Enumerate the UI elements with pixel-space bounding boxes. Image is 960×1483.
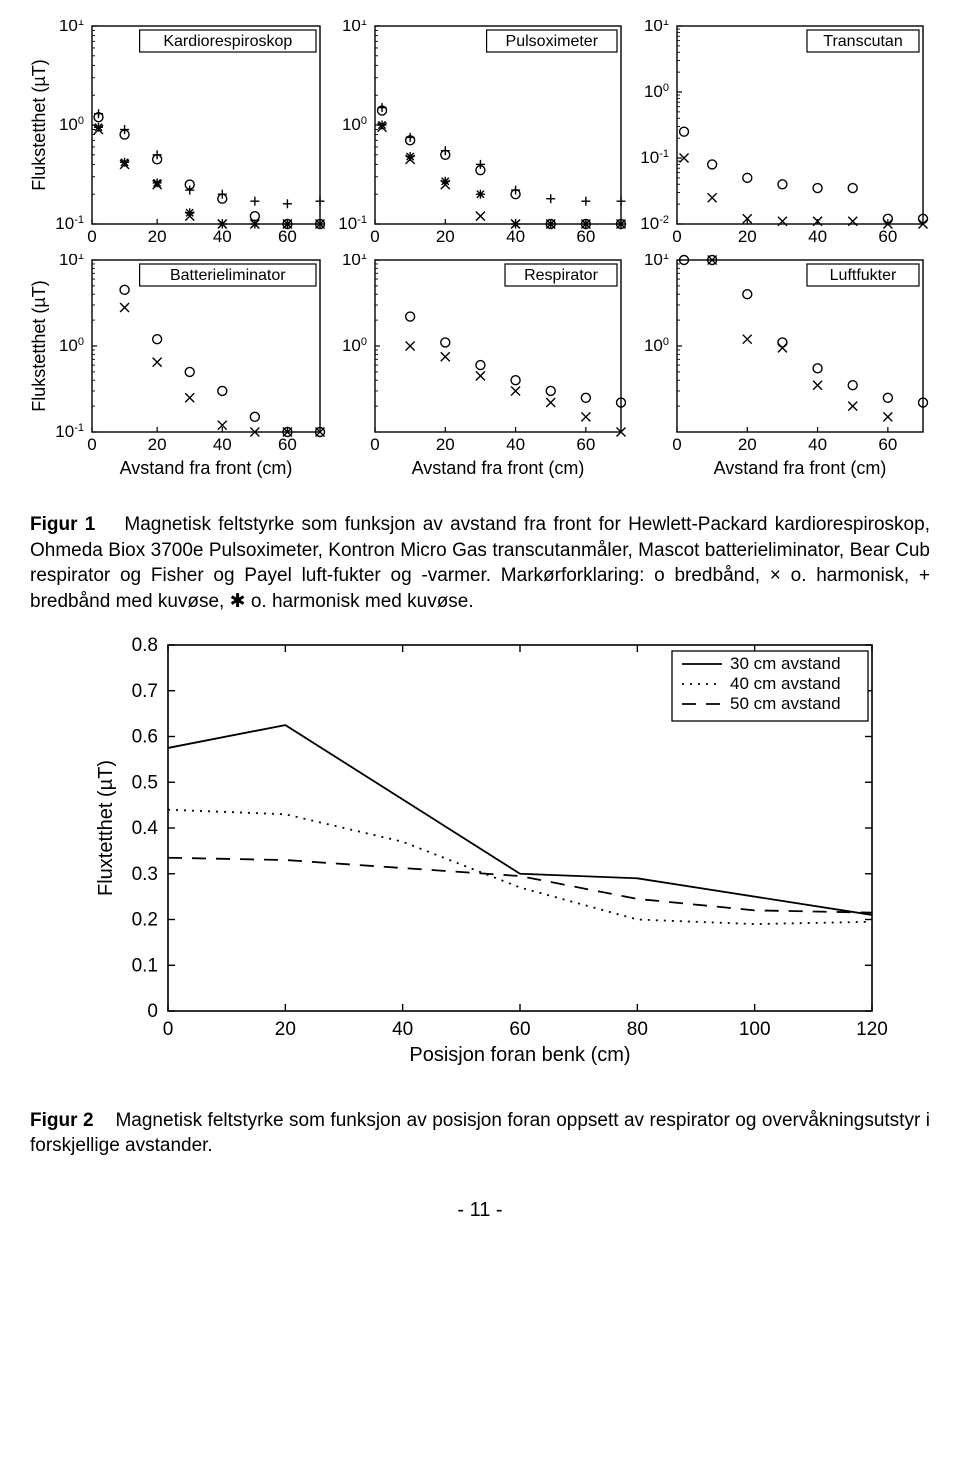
- svg-text:101: 101: [59, 20, 84, 35]
- svg-text:Luftfukter: Luftfukter: [829, 267, 896, 284]
- svg-text:Batterieliminator: Batterieliminator: [170, 267, 286, 284]
- svg-text:10-1: 10-1: [55, 214, 84, 233]
- page-number: - 11 -: [30, 1199, 930, 1222]
- svg-text:0.5: 0.5: [132, 772, 158, 793]
- svg-text:20: 20: [436, 435, 455, 454]
- svg-text:100: 100: [644, 82, 669, 101]
- svg-text:Avstand fra front (cm): Avstand fra front (cm): [713, 458, 886, 478]
- figure2-label: Figur 2: [30, 1110, 94, 1131]
- subplot-respirator: 0 20 40 60 100 101 Respirator Avstand fra front…: [331, 254, 628, 484]
- svg-text:Flukstetthet (µT): Flukstetthet (µT): [30, 59, 49, 190]
- svg-text:101: 101: [644, 254, 669, 269]
- svg-text:60: 60: [278, 435, 297, 454]
- subplot-batterieliminator: 0 20 40 60 10-1 100 101 Batterieliminator Flukst…: [30, 254, 327, 484]
- svg-text:60: 60: [577, 227, 596, 246]
- svg-text:120: 120: [856, 1019, 888, 1040]
- svg-text:20: 20: [275, 1019, 296, 1040]
- svg-text:100: 100: [644, 336, 669, 355]
- svg-text:40: 40: [808, 435, 827, 454]
- svg-text:0.8: 0.8: [132, 635, 158, 656]
- legend-star: o. harmonisk: [251, 591, 360, 612]
- svg-text:100: 100: [59, 336, 84, 355]
- svg-text:101: 101: [644, 20, 669, 35]
- svg-text:101: 101: [342, 20, 367, 35]
- legend-plus: bredbånd med kuvøse,: [30, 591, 224, 612]
- svg-text:100: 100: [342, 115, 367, 134]
- figure2-chart: 0 20 40 60 80 100 120 0 0.1 0.2 0.3 0.4 0.5 0.6 0.7 0.8…: [90, 635, 890, 1075]
- svg-text:50 cm avstand: 50 cm avstand: [730, 694, 841, 713]
- svg-text:Respirator: Respirator: [524, 267, 598, 284]
- svg-text:20: 20: [148, 227, 167, 246]
- svg-text:10-1: 10-1: [640, 148, 669, 167]
- svg-text:Avstand fra front (cm): Avstand fra front (cm): [412, 458, 585, 478]
- svg-text:0: 0: [371, 227, 380, 246]
- svg-text:60: 60: [577, 435, 596, 454]
- legend-o: bredbånd,: [674, 565, 760, 586]
- svg-text:10-1: 10-1: [339, 214, 368, 233]
- svg-text:0: 0: [87, 435, 96, 454]
- svg-text:10-1: 10-1: [55, 422, 84, 441]
- subplot-transcutan: 0 20 40 60 10-2 10-1 100 101 Transcutan: [633, 20, 930, 250]
- svg-text:0: 0: [371, 435, 380, 454]
- svg-text:0: 0: [87, 227, 96, 246]
- svg-text:40: 40: [506, 435, 525, 454]
- svg-text:20: 20: [737, 435, 756, 454]
- svg-text:40: 40: [506, 227, 525, 246]
- figure1-label: Figur 1: [30, 514, 95, 535]
- figure1-caption-tail: med kuvøse.: [365, 591, 474, 612]
- svg-text:60: 60: [878, 227, 897, 246]
- svg-text:40: 40: [392, 1019, 413, 1040]
- svg-text:20: 20: [148, 435, 167, 454]
- svg-text:100: 100: [739, 1019, 771, 1040]
- svg-text:0.7: 0.7: [132, 680, 158, 701]
- svg-text:100: 100: [342, 336, 367, 355]
- svg-text:40 cm avstand: 40 cm avstand: [730, 674, 841, 693]
- svg-text:0.4: 0.4: [132, 818, 159, 839]
- svg-text:60: 60: [878, 435, 897, 454]
- svg-text:60: 60: [278, 227, 297, 246]
- svg-text:0: 0: [163, 1019, 174, 1040]
- svg-text:80: 80: [627, 1019, 648, 1040]
- svg-text:Kardiorespiroskop: Kardiorespiroskop: [163, 33, 292, 50]
- svg-text:Flukstetthet (µT): Flukstetthet (µT): [30, 280, 49, 411]
- svg-text:Fluxtetthet (µT): Fluxtetthet (µT): [95, 760, 117, 896]
- svg-text:60: 60: [509, 1019, 530, 1040]
- svg-text:20: 20: [436, 227, 455, 246]
- legend-x: o. harmonisk,: [791, 565, 910, 586]
- svg-text:0: 0: [672, 435, 681, 454]
- figure1-caption: Figur 1 Magnetisk feltstyrke som funksjo…: [30, 512, 930, 615]
- svg-text:Avstand fra front (cm): Avstand fra front (cm): [120, 458, 293, 478]
- svg-text:0: 0: [672, 227, 681, 246]
- subplot-pulsoximeter: 0 20 40 60 10-1 100 101 Pulsoximeter: [331, 20, 628, 250]
- svg-text:Posisjon foran benk (cm): Posisjon foran benk (cm): [409, 1044, 630, 1066]
- svg-text:10-2: 10-2: [640, 214, 669, 233]
- svg-text:Transcutan: Transcutan: [823, 33, 902, 50]
- svg-text:30 cm avstand: 30 cm avstand: [730, 654, 841, 673]
- page: 0 20 40 60 10-1 100 101 Kardiorespiroskop Flukst…: [0, 0, 960, 1252]
- svg-text:100: 100: [59, 115, 84, 134]
- svg-text:40: 40: [213, 227, 232, 246]
- svg-text:0.3: 0.3: [132, 863, 158, 884]
- subplot-luftfukter: 0 20 40 60 100 101 Luftfukter Avstand fra front…: [633, 254, 930, 484]
- svg-text:40: 40: [808, 227, 827, 246]
- figure1-grid: 0 20 40 60 10-1 100 101 Kardiorespiroskop Flukst…: [30, 20, 930, 484]
- svg-text:Pulsoximeter: Pulsoximeter: [506, 33, 599, 50]
- figure2-caption-text: Magnetisk feltstyrke som funksjon av pos…: [30, 1110, 930, 1157]
- svg-text:0.2: 0.2: [132, 909, 158, 930]
- svg-text:40: 40: [213, 435, 232, 454]
- subplot-kardiorespiroskop: 0 20 40 60 10-1 100 101 Kardiorespiroskop Flukst…: [30, 20, 327, 250]
- svg-text:0.6: 0.6: [132, 726, 158, 747]
- figure2-caption: Figur 2 Magnetisk feltstyrke som funksjo…: [30, 1108, 930, 1159]
- svg-text:20: 20: [737, 227, 756, 246]
- svg-text:0.1: 0.1: [132, 955, 158, 976]
- figure2-container: 0 20 40 60 80 100 120 0 0.1 0.2 0.3 0.4 0.5 0.6 0.7 0.8…: [90, 635, 930, 1080]
- svg-text:101: 101: [342, 254, 367, 269]
- svg-text:0: 0: [147, 1001, 158, 1022]
- svg-text:101: 101: [59, 254, 84, 269]
